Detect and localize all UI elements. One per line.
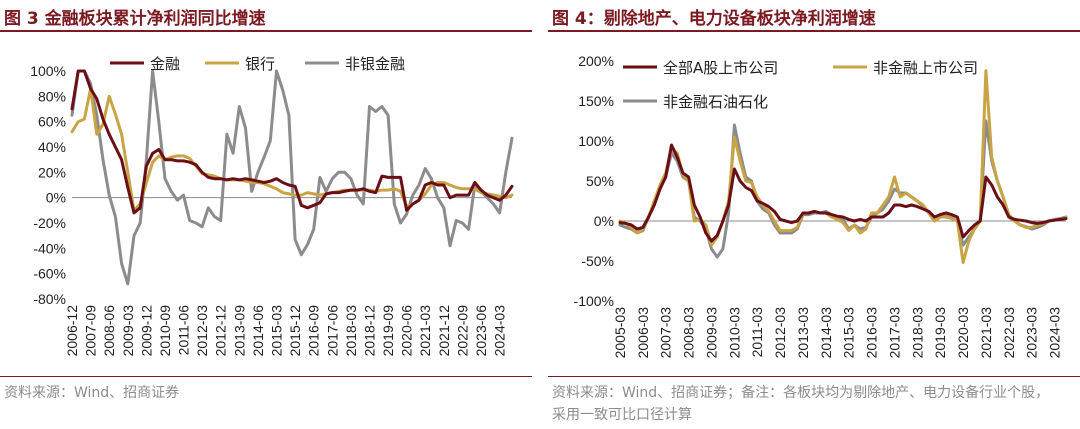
x-tick-label: 2012-12 bbox=[213, 305, 229, 357]
x-tick-label: 2019-09 bbox=[380, 305, 396, 357]
series-line bbox=[618, 69, 1068, 265]
bottom-divider bbox=[0, 376, 532, 377]
x-tick-label: 2015-12 bbox=[287, 305, 303, 357]
title-divider bbox=[0, 30, 532, 32]
legend-label: 银行 bbox=[245, 55, 275, 73]
y-tick-label: -80% bbox=[33, 291, 66, 307]
x-tick-label: 2010-03 bbox=[726, 307, 742, 359]
y-tick-label: 80% bbox=[38, 88, 66, 104]
x-tick-label: 2019-03 bbox=[932, 307, 948, 359]
y-tick-label: 100% bbox=[30, 63, 66, 79]
series-line bbox=[70, 69, 514, 215]
left-chart-svg: -80% -60% -40% -20% 0% 20% 40% 60% 80% 100% 2006-1… bbox=[30, 55, 514, 357]
x-tick-label: 2011-06 bbox=[176, 305, 192, 356]
x-tick-label: 2007-03 bbox=[658, 307, 674, 359]
x-tick-label: 2006-03 bbox=[635, 307, 651, 359]
x-tick-label: 2009-12 bbox=[138, 305, 154, 357]
x-tick-label: 2014-03 bbox=[818, 307, 834, 359]
legend-label: 非银金融 bbox=[345, 55, 405, 73]
x-tick-label: 2016-03 bbox=[864, 307, 880, 359]
x-tick-label: 2006-12 bbox=[64, 305, 80, 357]
x-tick-label: 2013-03 bbox=[795, 307, 811, 359]
y-tick-label: -20% bbox=[33, 215, 66, 231]
x-tick-label: 2015-03 bbox=[841, 307, 857, 359]
x-tick-label: 2011-03 bbox=[749, 307, 765, 358]
x-tick-label: 2020-03 bbox=[955, 307, 971, 359]
series-line bbox=[70, 87, 514, 212]
chart-title: 图 4：剔除地产、电力设备板块净利润增速 bbox=[552, 9, 876, 29]
y-tick-label: -100% bbox=[574, 293, 614, 309]
title-divider bbox=[548, 30, 1080, 32]
right-chart-svg: -100% -50% 0% 50% 100% 150% 200% 2005-03 2006-03… bbox=[574, 53, 1068, 359]
x-tick-label: 2014-06 bbox=[250, 305, 266, 357]
x-tick-label: 2021-12 bbox=[436, 305, 452, 357]
x-tick-label: 2018-03 bbox=[343, 305, 359, 357]
x-tick-label: 2023-06 bbox=[473, 305, 489, 357]
series-line bbox=[70, 69, 514, 286]
y-tick-label: -40% bbox=[33, 240, 66, 256]
x-tick-label: 2021-03 bbox=[978, 307, 994, 359]
x-tick-label: 2018-03 bbox=[909, 307, 925, 359]
y-tick-label: 50% bbox=[586, 173, 614, 189]
x-tick-label: 2022-03 bbox=[1001, 307, 1017, 359]
x-tick-label: 2015-03 bbox=[269, 305, 285, 357]
y-tick-label: 150% bbox=[578, 93, 614, 109]
x-tick-label: 2007-09 bbox=[83, 305, 99, 357]
x-tick-label: 2008-06 bbox=[101, 305, 117, 357]
x-tick-label: 2012-03 bbox=[772, 307, 788, 359]
x-tick-label: 2023-03 bbox=[1024, 307, 1040, 359]
x-tick-label: 2009-03 bbox=[703, 307, 719, 359]
x-tick-label: 2013-09 bbox=[231, 305, 247, 357]
y-tick-label: -60% bbox=[33, 266, 66, 282]
source-note: 资料来源：Wind、招商证券 bbox=[4, 385, 180, 401]
x-tick-label: 2017-03 bbox=[886, 307, 902, 359]
left-chart-panel: 图 3 金融板块累计净利润同比增速 -80% -60% -40% -20% 0% 20% 4… bbox=[0, 0, 532, 429]
y-tick-label: 20% bbox=[38, 164, 66, 180]
y-tick-label: 100% bbox=[578, 133, 614, 149]
right-chart-panel: 图 4：剔除地产、电力设备板块净利润增速 -100% -50% 0% 50% 100% 1… bbox=[548, 0, 1080, 429]
x-tick-label: 2008-03 bbox=[681, 307, 697, 359]
x-tick-label: 2018-12 bbox=[361, 305, 377, 357]
x-tick-label: 2024-03 bbox=[492, 305, 508, 357]
chart-title: 图 3 金融板块累计净利润同比增速 bbox=[4, 9, 266, 29]
x-tick-label: 2021-03 bbox=[417, 305, 433, 357]
x-tick-label: 2017-06 bbox=[324, 305, 340, 357]
y-tick-label: 40% bbox=[38, 139, 66, 155]
series-line bbox=[618, 143, 1068, 243]
x-tick-label: 2009-03 bbox=[120, 305, 136, 357]
x-tick-label: 2024-03 bbox=[1047, 307, 1063, 359]
x-tick-label: 2012-03 bbox=[194, 305, 210, 357]
legend-label: 全部A股上市公司 bbox=[663, 59, 778, 77]
y-tick-label: 0% bbox=[46, 190, 66, 206]
y-tick-label: 0% bbox=[594, 213, 614, 229]
x-tick-label: 2010-09 bbox=[157, 305, 173, 357]
legend-label: 金融 bbox=[150, 55, 180, 73]
source-note: 资料来源：Wind、招商证券；备注：各板块均为剔除地产、电力设备行业个股，采用一… bbox=[552, 385, 1050, 423]
bottom-divider bbox=[548, 376, 1080, 377]
x-tick-label: 2020-06 bbox=[399, 305, 415, 357]
y-tick-label: 60% bbox=[38, 114, 66, 130]
legend-label: 非金融上市公司 bbox=[873, 59, 978, 77]
y-tick-label: 200% bbox=[578, 53, 614, 69]
legend-label: 非金融石油石化 bbox=[663, 93, 768, 111]
x-tick-label: 2005-03 bbox=[612, 307, 628, 359]
x-tick-label: 2016-09 bbox=[306, 305, 322, 357]
x-tick-label: 2022-09 bbox=[454, 305, 470, 357]
y-tick-label: -50% bbox=[581, 253, 614, 269]
